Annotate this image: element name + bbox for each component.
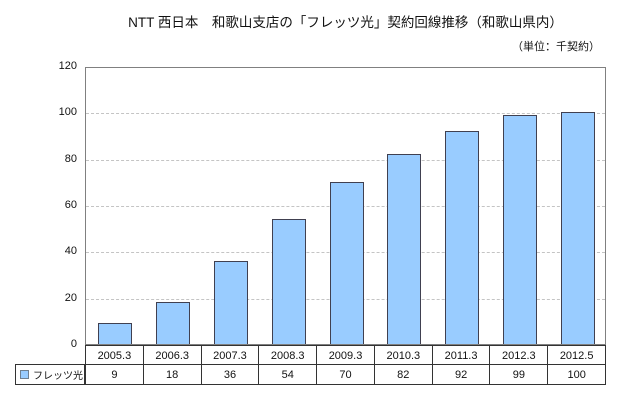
table-value-2012.3: 99 (489, 365, 547, 384)
gridline-80 (86, 159, 605, 161)
y-tick-label-0: 0 (70, 338, 77, 350)
series-legend-marker-icon (20, 370, 29, 379)
bar-2011.3 (445, 131, 479, 344)
y-tick-label-60: 60 (64, 199, 77, 211)
bar-2012.5 (561, 112, 595, 344)
category-label-2009.3: 2009.3 (316, 346, 374, 365)
table-value-2005.3: 9 (111, 368, 118, 381)
bar-2005.3 (98, 323, 132, 344)
category-label-2008.3: 2008.3 (258, 346, 316, 365)
bar-2007.3 (214, 261, 248, 344)
legend-cell: フレッツ光 (15, 364, 85, 385)
y-tick-label-100: 100 (58, 106, 77, 119)
category-label-2012.5: 2012.5 (547, 346, 605, 365)
y-axis: 0 20 40 60 80 100 120 (0, 0, 77, 400)
table-value-2011.3: 92 (431, 365, 490, 384)
data-table-value-row: 9 18 36 54 70 82 92 99 100 (85, 364, 606, 385)
category-label-2006.3: 2006.3 (142, 346, 201, 365)
category-label-2010.3: 2010.3 (373, 346, 432, 365)
bar-2012.3 (503, 115, 537, 344)
bar-2008.3 (272, 219, 306, 344)
bar-2009.3 (330, 182, 364, 344)
y-tick-label-20: 20 (64, 291, 77, 304)
category-label-2012.3: 2012.3 (489, 346, 547, 365)
table-value-2007.3: 36 (200, 365, 259, 384)
category-label-2005.3: 2005.3 (97, 349, 132, 362)
table-value-2006.3: 18 (142, 365, 201, 384)
y-tick-label-120: 120 (58, 60, 77, 72)
y-tick-label-80: 80 (64, 152, 77, 165)
y-tick-label-40: 40 (64, 245, 77, 258)
table-value-2012.5: 100 (547, 365, 605, 384)
gridline-100 (86, 113, 605, 115)
table-value-2010.3: 82 (373, 365, 432, 384)
table-value-2009.3: 70 (316, 365, 374, 384)
category-label-2007.3: 2007.3 (200, 346, 259, 365)
legend-series-label: フレッツ光 (33, 371, 83, 382)
category-label-2011.3: 2011.3 (431, 346, 490, 365)
chart-title: NTT 西日本 和歌山支店の「フレッツ光」契約回線推移（和歌山県内） (128, 15, 563, 30)
table-value-2008.3: 54 (258, 365, 316, 384)
bar-2010.3 (387, 154, 421, 344)
bar-2006.3 (156, 302, 190, 344)
category-axis-row: 2005.3 2006.3 2007.3 2008.3 2009.3 2010.3 2011… (85, 345, 606, 366)
plot-area (85, 67, 606, 345)
unit-note: （単位：千契約） (512, 41, 600, 53)
